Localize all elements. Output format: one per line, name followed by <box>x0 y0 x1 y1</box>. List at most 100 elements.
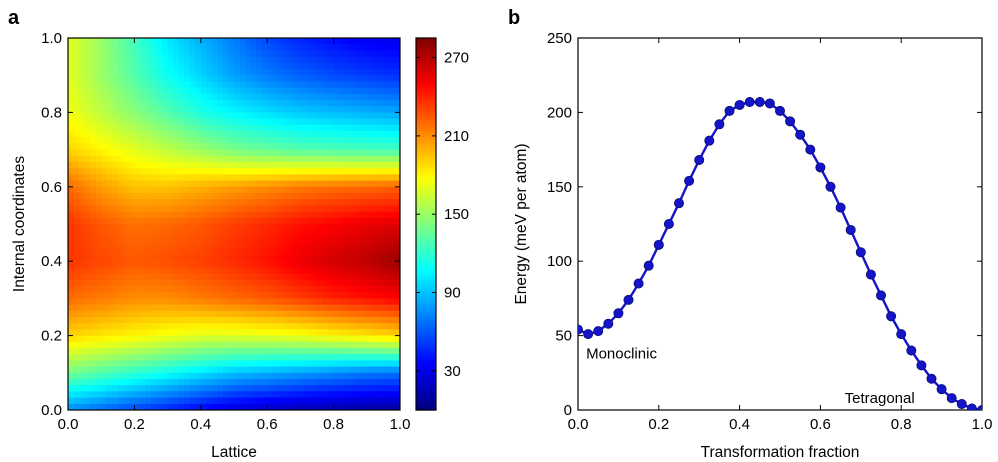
heatmap-cell <box>305 403 313 410</box>
heatmap-cell <box>222 50 230 58</box>
heatmap-cell <box>139 143 147 151</box>
heatmap-cell <box>256 310 263 318</box>
heatmap-cell <box>300 267 307 275</box>
heatmap-cell <box>333 205 340 213</box>
heatmap-cell <box>106 310 113 318</box>
heatmap-cell <box>300 248 307 256</box>
heatmap-cell <box>217 143 224 151</box>
heatmap-cell <box>245 292 252 299</box>
heatmap-cell <box>344 112 351 120</box>
colorbar-band <box>416 171 436 175</box>
heatmap-cell <box>256 50 263 58</box>
heatmap-cell <box>245 93 252 101</box>
heatmap-cell <box>145 180 152 188</box>
heatmap-cell <box>300 354 307 361</box>
heatmap-cell <box>377 149 384 157</box>
heatmap-cell <box>333 93 340 101</box>
heatmap-cell <box>112 56 119 64</box>
heatmap-cell <box>217 385 224 392</box>
heatmap-cell <box>128 273 135 281</box>
colorbar-band <box>416 162 436 166</box>
heatmap-cell <box>383 50 390 58</box>
heatmap-cell <box>68 93 75 101</box>
heatmap-cell <box>200 205 207 213</box>
heatmap-cell <box>123 131 130 138</box>
heatmap-cell <box>189 354 196 361</box>
heatmap-cell <box>234 323 241 330</box>
heatmap-cell <box>278 211 285 219</box>
line-x-tick-label: 0.2 <box>648 416 669 433</box>
heatmap-cell <box>388 112 396 120</box>
heatmap-cell <box>245 279 252 287</box>
heatmap-cell <box>311 81 318 89</box>
heatmap-cell <box>239 155 246 163</box>
heatmap-cell <box>134 230 141 237</box>
heatmap-cell <box>289 261 296 268</box>
heatmap-cell <box>128 81 135 89</box>
heatmap-cell <box>106 211 113 219</box>
heatmap-cell <box>344 372 351 380</box>
heatmap-cell <box>361 180 368 188</box>
heatmap-cell <box>305 205 313 213</box>
heatmap-cell <box>228 168 235 175</box>
heatmap-cell <box>134 131 141 138</box>
heatmap-cell <box>250 44 257 51</box>
heatmap-cell <box>300 149 307 157</box>
heatmap-cell <box>228 56 235 64</box>
heatmap-cell <box>261 118 268 126</box>
heatmap-cell <box>79 242 86 250</box>
heatmap-cell <box>366 317 373 324</box>
heatmap-cell <box>173 286 180 293</box>
heatmap-cell <box>261 193 268 200</box>
heatmap-cell <box>79 317 86 324</box>
heatmap-cell <box>339 267 346 275</box>
heatmap-cell <box>228 248 235 256</box>
heatmap-cell <box>344 360 351 368</box>
heatmap-cell <box>134 348 141 355</box>
heatmap-cell <box>267 44 274 51</box>
heatmap-y-tick-label: 1.0 <box>41 30 62 47</box>
heatmap-cell <box>239 372 246 380</box>
heatmap-cell <box>101 186 108 194</box>
heatmap-cell <box>68 341 75 349</box>
heatmap-cell <box>250 261 257 268</box>
heatmap-cell <box>112 44 119 51</box>
heatmap-cell <box>361 118 368 126</box>
heatmap-cell <box>167 230 174 237</box>
heatmap-cell <box>289 112 296 120</box>
heatmap-cell <box>328 397 335 405</box>
heatmap-cell <box>289 273 296 281</box>
heatmap-cell <box>394 62 400 70</box>
heatmap-cell <box>300 292 307 299</box>
heatmap-cell <box>339 112 346 120</box>
heatmap-cell <box>73 62 80 70</box>
heatmap-cell <box>123 137 130 144</box>
heatmap-cell <box>317 379 324 386</box>
heatmap-cell <box>206 310 213 318</box>
heatmap-cell <box>134 385 141 392</box>
heatmap-cell <box>222 372 230 380</box>
heatmap-cell <box>267 180 274 188</box>
heatmap-cell <box>377 174 384 182</box>
heatmap-cell <box>355 335 362 343</box>
heatmap-cell <box>388 62 396 70</box>
heatmap-cell <box>162 360 169 368</box>
heatmap-cell <box>156 403 163 410</box>
heatmap-cell <box>250 304 257 312</box>
heatmap-cell <box>73 255 80 262</box>
heatmap-cell <box>139 360 147 368</box>
heatmap-cell <box>256 149 263 157</box>
heatmap-cell <box>245 112 252 120</box>
heatmap-cell <box>68 354 75 361</box>
heatmap-cell <box>272 335 279 343</box>
heatmap-cell <box>250 56 257 64</box>
heatmap-cell <box>322 180 329 188</box>
heatmap-cell <box>322 162 329 169</box>
heatmap-cell <box>377 310 384 318</box>
heatmap-cell <box>388 174 396 182</box>
heatmap-cell <box>234 56 241 64</box>
heatmap-cell <box>377 242 384 250</box>
heatmap-cell <box>195 385 202 392</box>
heatmap-cell <box>350 248 357 256</box>
